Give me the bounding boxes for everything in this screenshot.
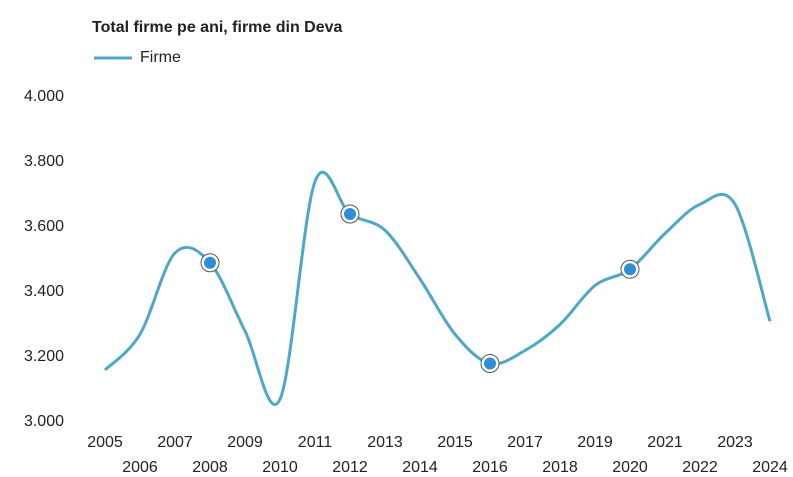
x-tick-label: 2019 bbox=[577, 434, 613, 451]
marker bbox=[204, 256, 216, 269]
y-tick-label: 3.400 bbox=[24, 283, 64, 300]
chart-title: Total firme pe ani, firme din Deva bbox=[92, 19, 343, 36]
x-tick-label: 2022 bbox=[682, 459, 718, 476]
line bbox=[103, 170, 772, 406]
y-tick-label: 3.800 bbox=[24, 153, 64, 170]
x-tick-label: 2020 bbox=[612, 459, 648, 476]
x-tick-label: 2016 bbox=[472, 459, 508, 476]
x-tick-label: 2024 bbox=[752, 459, 788, 476]
x-tick-label: 2021 bbox=[647, 434, 683, 451]
x-tick-label: 2005 bbox=[87, 434, 123, 451]
marker bbox=[344, 208, 356, 220]
x-tick-label: 2018 bbox=[542, 459, 578, 476]
y-tick-label: 3.200 bbox=[24, 348, 64, 365]
x-tick-label: 2013 bbox=[367, 434, 403, 451]
x-tick-label: 2015 bbox=[437, 434, 473, 451]
marker bbox=[624, 263, 636, 276]
x-tick-label: 2006 bbox=[122, 459, 158, 476]
x-tick-label: 2017 bbox=[507, 434, 543, 451]
y-tick-label: 3.000 bbox=[24, 413, 64, 430]
x-tick-label: 2011 bbox=[298, 434, 333, 451]
x-tick-label: 2010 bbox=[262, 459, 298, 476]
x-tick-label: 2014 bbox=[402, 459, 438, 476]
x-tick-label: 2008 bbox=[192, 459, 228, 476]
x-tick-label: 2023 bbox=[717, 434, 753, 451]
x-tick-label: 2012 bbox=[332, 459, 368, 476]
y-tick-label: 3.600 bbox=[24, 218, 64, 235]
legend-label: Firme bbox=[140, 49, 181, 66]
marker bbox=[484, 357, 496, 370]
x-tick-label: 2009 bbox=[227, 434, 263, 451]
y-tick-label: 4.000 bbox=[24, 88, 64, 105]
x-tick-label: 2007 bbox=[157, 434, 193, 451]
